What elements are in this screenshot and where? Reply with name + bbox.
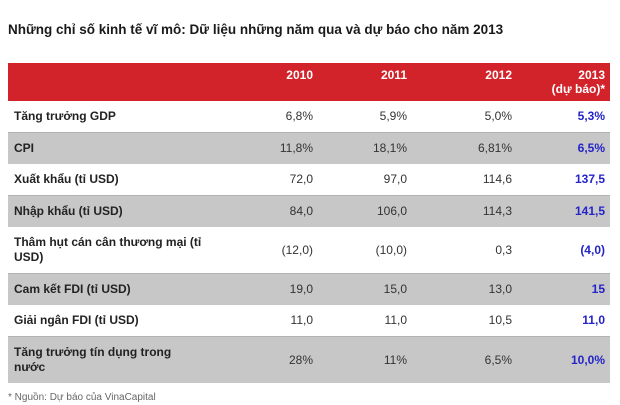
row-label: Nhập khẩu (tỉ USD) xyxy=(8,195,238,227)
cell-2010: 11,0 xyxy=(238,305,318,337)
cell-2012: 114,3 xyxy=(412,195,517,227)
header-2013-note: (dự báo)* xyxy=(551,82,605,96)
row-label: Thâm hụt cán cân thương mại (tỉ USD) xyxy=(8,227,238,274)
table-row-credit-growth: Tăng trưởng tín dụng trong nước 28% 11% … xyxy=(8,336,610,383)
cell-2012: 5,0% xyxy=(412,101,517,133)
header-2012: 2012 xyxy=(412,63,517,101)
header-2011: 2011 xyxy=(318,63,412,101)
cell-2013-forecast: 141,5 xyxy=(517,195,610,227)
cell-2013-forecast: 10,0% xyxy=(517,336,610,383)
cell-2011: 15,0 xyxy=(318,273,412,305)
cell-2012: 10,5 xyxy=(412,305,517,337)
cell-2011: (10,0) xyxy=(318,227,412,274)
macro-indicators-table: 2010 2011 2012 2013 (dự báo)* Tăng trưởng… xyxy=(8,63,610,383)
table-row-imports: Nhập khẩu (tỉ USD) 84,0 106,0 114,3 141,… xyxy=(8,195,610,227)
row-label: CPI xyxy=(8,132,238,164)
cell-2011: 11% xyxy=(318,336,412,383)
table-row-trade-deficit: Thâm hụt cán cân thương mại (tỉ USD) (12… xyxy=(8,227,610,274)
cell-2013-forecast: 11,0 xyxy=(517,305,610,337)
cell-2012: 114,6 xyxy=(412,164,517,196)
cell-2011: 18,1% xyxy=(318,132,412,164)
row-label: Giải ngân FDI (tỉ USD) xyxy=(8,305,238,337)
cell-2011: 5,9% xyxy=(318,101,412,133)
cell-2010: (12,0) xyxy=(238,227,318,274)
table-row-cpi: CPI 11,8% 18,1% 6,81% 6,5% xyxy=(8,132,610,164)
cell-2013-forecast: 5,3% xyxy=(517,101,610,133)
row-label: Tăng trưởng GDP xyxy=(8,101,238,133)
table-header-row: 2010 2011 2012 2013 (dự báo)* xyxy=(8,63,610,101)
table-row-gdp-growth: Tăng trưởng GDP 6,8% 5,9% 5,0% 5,3% xyxy=(8,101,610,133)
cell-2013-forecast: 15 xyxy=(517,273,610,305)
cell-2012: 6,5% xyxy=(412,336,517,383)
cell-2011: 97,0 xyxy=(318,164,412,196)
header-2013-year: 2013 xyxy=(578,68,605,82)
table-row-fdi-disbursed: Giải ngân FDI (tỉ USD) 11,0 11,0 10,5 11… xyxy=(8,305,610,337)
cell-2012: 0,3 xyxy=(412,227,517,274)
cell-2012: 13,0 xyxy=(412,273,517,305)
cell-2012: 6,81% xyxy=(412,132,517,164)
table-row-fdi-committed: Cam kết FDI (tỉ USD) 19,0 15,0 13,0 15 xyxy=(8,273,610,305)
table-row-exports: Xuất khẩu (tỉ USD) 72,0 97,0 114,6 137,5 xyxy=(8,164,610,196)
header-empty-cell xyxy=(8,63,238,101)
cell-2011: 11,0 xyxy=(318,305,412,337)
cell-2010: 72,0 xyxy=(238,164,318,196)
row-label: Xuất khẩu (tỉ USD) xyxy=(8,164,238,196)
cell-2010: 28% xyxy=(238,336,318,383)
cell-2010: 11,8% xyxy=(238,132,318,164)
cell-2013-forecast: (4,0) xyxy=(517,227,610,274)
cell-2013-forecast: 137,5 xyxy=(517,164,610,196)
header-2010: 2010 xyxy=(238,63,318,101)
row-label: Tăng trưởng tín dụng trong nước xyxy=(8,336,238,383)
cell-2013-forecast: 6,5% xyxy=(517,132,610,164)
header-2013-forecast: 2013 (dự báo)* xyxy=(517,63,610,101)
page-title: Những chỉ số kinh tế vĩ mô: Dữ liệu nhữn… xyxy=(8,22,504,37)
cell-2010: 6,8% xyxy=(238,101,318,133)
cell-2010: 19,0 xyxy=(238,273,318,305)
row-label: Cam kết FDI (tỉ USD) xyxy=(8,273,238,305)
source-footnote: * Nguồn: Dự báo của VinaCapital xyxy=(8,392,156,403)
cell-2011: 106,0 xyxy=(318,195,412,227)
cell-2010: 84,0 xyxy=(238,195,318,227)
